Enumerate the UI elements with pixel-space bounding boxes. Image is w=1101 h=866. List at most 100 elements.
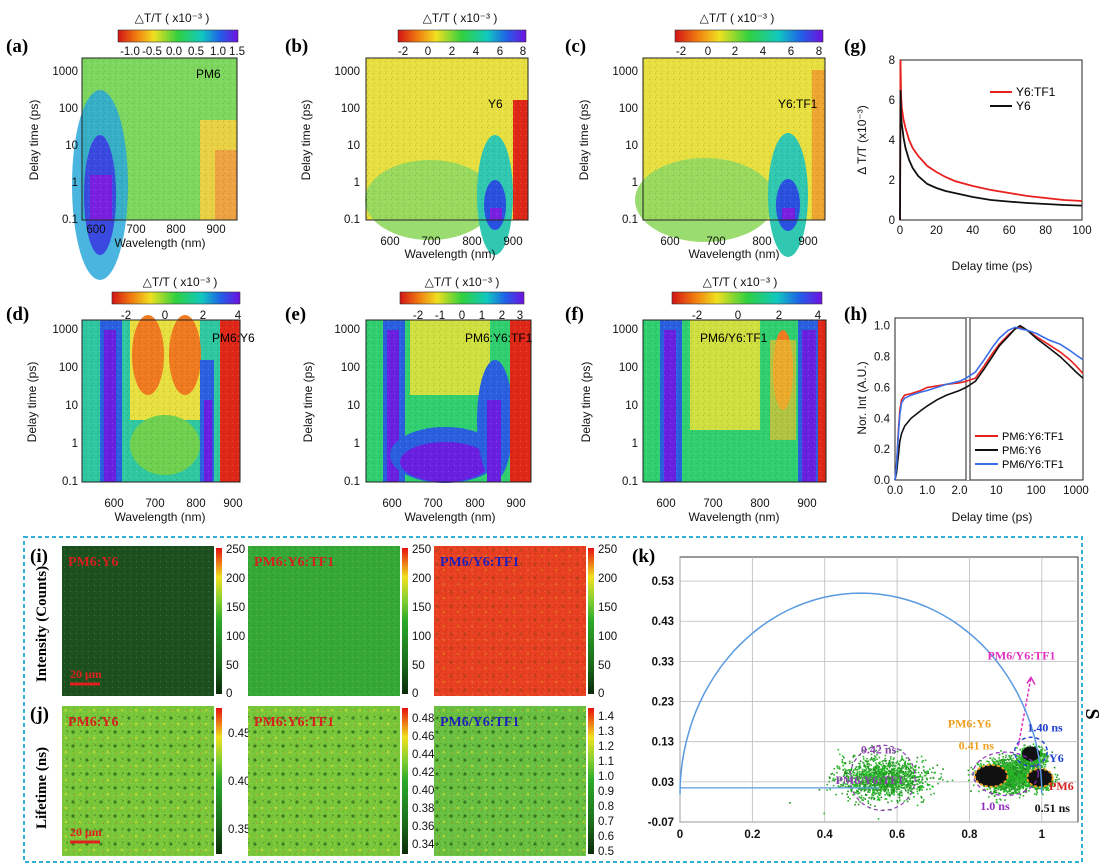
phasor-point — [896, 779, 898, 782]
phasor-point — [1008, 761, 1011, 764]
phasor-point — [921, 782, 924, 784]
phasor-point — [1023, 779, 1026, 781]
heatmap-a: PM6 — [72, 57, 238, 280]
phasor-point — [846, 775, 848, 778]
phasor-point — [896, 781, 899, 784]
y-axis-label-b: Delay time (ps) — [299, 100, 313, 181]
phasor-point — [918, 787, 921, 790]
panel-label-j: (j) — [30, 704, 49, 725]
phasor-point — [899, 769, 901, 772]
phasor-point — [905, 770, 907, 773]
panel-label-a: (a) — [6, 36, 28, 57]
phasor-point — [855, 786, 858, 788]
phasor-point — [885, 798, 888, 800]
phasor-point — [1015, 773, 1017, 776]
phasor-point — [1012, 767, 1015, 769]
phasor-point — [1011, 782, 1013, 785]
phasor-point — [974, 780, 977, 782]
phasor-point — [998, 785, 1000, 787]
phasor-point — [844, 786, 847, 788]
phasor-point — [878, 756, 881, 759]
phasor-point — [994, 791, 996, 794]
phasor-point — [859, 772, 861, 775]
phasor-point — [909, 762, 912, 765]
intensity-map-1: PM6:Y6 20 μm — [62, 546, 214, 696]
phasor-point — [1001, 761, 1004, 763]
phasor-point — [909, 767, 912, 769]
phasor-point — [921, 779, 923, 781]
phasor-point — [901, 786, 903, 789]
phasor-point — [1045, 787, 1047, 790]
phasor-point — [1012, 762, 1014, 765]
phasor-point — [1036, 758, 1038, 760]
phasor-point — [888, 795, 891, 798]
phasor-point — [900, 780, 903, 782]
phasor-point — [1010, 755, 1013, 757]
phasor-point — [875, 764, 878, 766]
phasor-point — [913, 765, 916, 768]
phasor-point — [980, 764, 983, 767]
y-tick: 0.1 — [344, 476, 360, 488]
x-axis-label-e: Wavelength (nm) — [405, 510, 496, 524]
panel-label-g: (g) — [844, 36, 866, 57]
phasor-point — [940, 776, 943, 779]
cb-tick: 0.0 — [166, 46, 182, 58]
cb-tick: 1.3 — [598, 726, 614, 738]
y-ticks-d: 0.1 1 10 100 1000 — [52, 324, 78, 488]
phasor-point — [1014, 776, 1017, 778]
x-ticks-e: 600 700 800 900 — [382, 498, 525, 510]
image-texture — [434, 706, 586, 856]
map-label: PM6/Y6:TF1 — [440, 715, 519, 730]
phasor-point — [1014, 785, 1017, 787]
phasor-point — [920, 786, 923, 788]
panel-label-f: (f) — [565, 304, 584, 325]
phasor-point — [823, 812, 825, 815]
map-label: PM6:Y6:TF1 — [254, 555, 334, 570]
phasor-point — [894, 765, 896, 767]
phasor-annotation: PM6/Y6:TF1 — [988, 648, 1056, 662]
panel-h: (h) 0.00.20.40.60.81.0 0.0 1.0 2.0 10 100 100… — [844, 304, 1089, 524]
phasor-point — [869, 777, 871, 780]
phasor-point — [1012, 786, 1015, 789]
phasor-point — [870, 764, 872, 766]
phasor-point — [1054, 779, 1057, 781]
phasor-point — [863, 758, 865, 760]
phasor-point — [921, 761, 923, 763]
phasor-point — [1025, 783, 1027, 786]
phasor-point — [911, 780, 914, 782]
x-tick: 80 — [1039, 225, 1052, 237]
phasor-point — [878, 763, 881, 765]
phasor-point — [1019, 793, 1022, 796]
phasor-point — [879, 791, 881, 794]
panel-label-e: (e) — [285, 304, 306, 325]
phasor-point — [1023, 767, 1026, 770]
phasor-point — [1005, 765, 1008, 767]
phasor-point — [909, 777, 911, 780]
phasor-point — [1028, 763, 1030, 766]
heatmap-frame — [365, 57, 529, 221]
phasor-point — [874, 767, 877, 769]
phasor-point — [903, 772, 905, 775]
phasor-point — [882, 784, 884, 786]
phasor-point — [1007, 767, 1009, 769]
phasor-point — [918, 781, 920, 783]
phasor-point — [1041, 753, 1044, 756]
phasor-point — [1023, 758, 1025, 760]
phasor-point — [986, 760, 988, 763]
phasor-point — [1044, 749, 1046, 752]
phasor-point — [1019, 766, 1022, 769]
phasor-point — [1058, 778, 1060, 780]
phasor-point — [880, 777, 882, 780]
phasor-point — [1008, 762, 1010, 765]
phasor-point — [888, 772, 890, 775]
phasor-point — [889, 781, 892, 784]
phasor-point — [1010, 771, 1013, 774]
panel-d: (d) △T/T ( x10⁻³ ) -2 0 2 4 — [6, 275, 255, 524]
phasor-point — [882, 776, 884, 778]
phasor-point — [899, 771, 902, 774]
phasor-point — [902, 764, 904, 767]
phasor-point — [893, 780, 895, 783]
cb-tick: -1.0 — [120, 46, 140, 58]
cb-tick: 0.34 — [412, 839, 435, 851]
phasor-point — [1018, 788, 1020, 791]
